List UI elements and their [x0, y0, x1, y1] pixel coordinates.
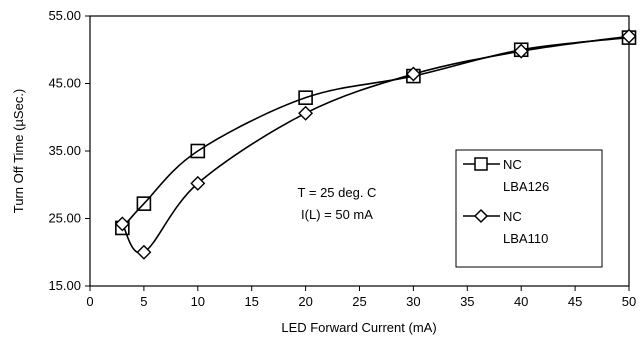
x-tick-label: 40	[514, 294, 528, 309]
data-point-square	[190, 143, 206, 159]
y-axis: 15.00 25.00 35.00 45.00 55.00	[48, 8, 90, 293]
data-point-diamond	[190, 175, 206, 191]
data-point-diamond	[114, 216, 130, 232]
x-tick-label: 45	[568, 294, 582, 309]
y-tick-label: 45.00	[48, 76, 81, 91]
y-axis-label: Turn Off Time (µSec.)	[11, 89, 26, 214]
legend-square-marker	[474, 157, 488, 171]
legend: NC LBA126 NC LBA110	[455, 149, 603, 268]
x-tick-label: 30	[406, 294, 420, 309]
x-tick-label: 5	[140, 294, 147, 309]
annotation: T = 25 deg. C I(L) = 50 mA	[270, 174, 404, 234]
annotation-box	[270, 174, 404, 234]
x-tick-label: 35	[460, 294, 474, 309]
data-point-diamond	[621, 28, 637, 44]
x-tick-label: 20	[298, 294, 312, 309]
data-point-square	[136, 196, 152, 211]
x-tick-label: 10	[191, 294, 205, 309]
x-tick-label: 50	[622, 294, 636, 309]
legend-entry-lba126: NC LBA126	[463, 157, 549, 194]
x-axis: 0 5 10 15 20 25 30 35 40 45 50	[86, 286, 636, 309]
legend-diamond-marker	[473, 208, 489, 224]
x-tick-label: 25	[352, 294, 366, 309]
y-tick-label: 15.00	[48, 278, 81, 293]
legend-label-lba110-line1: NC	[503, 209, 522, 224]
legend-label-lba126-line2: LBA126	[503, 179, 549, 194]
legend-entry-lba110: NC LBA110	[463, 208, 548, 246]
series-layer	[114, 28, 637, 260]
data-point-diamond	[513, 43, 529, 59]
data-point-diamond	[298, 105, 314, 121]
data-point-square	[298, 90, 313, 105]
data-point-diamond	[136, 244, 152, 260]
y-tick-label: 55.00	[48, 8, 81, 23]
annotation-line-1: T = 25 deg. C	[298, 185, 377, 200]
x-axis-label: LED Forward Current (mA)	[281, 320, 436, 335]
x-tick-label: 15	[244, 294, 258, 309]
y-tick-label: 35.00	[48, 143, 81, 158]
x-tick-label: 0	[86, 294, 93, 309]
legend-label-lba126-line1: NC	[503, 157, 522, 172]
y-tick-label: 25.00	[48, 211, 81, 226]
legend-label-lba110-line2: LBA110	[503, 231, 548, 246]
data-point-diamond	[405, 66, 421, 82]
annotation-line-2: I(L) = 50 mA	[301, 207, 373, 222]
